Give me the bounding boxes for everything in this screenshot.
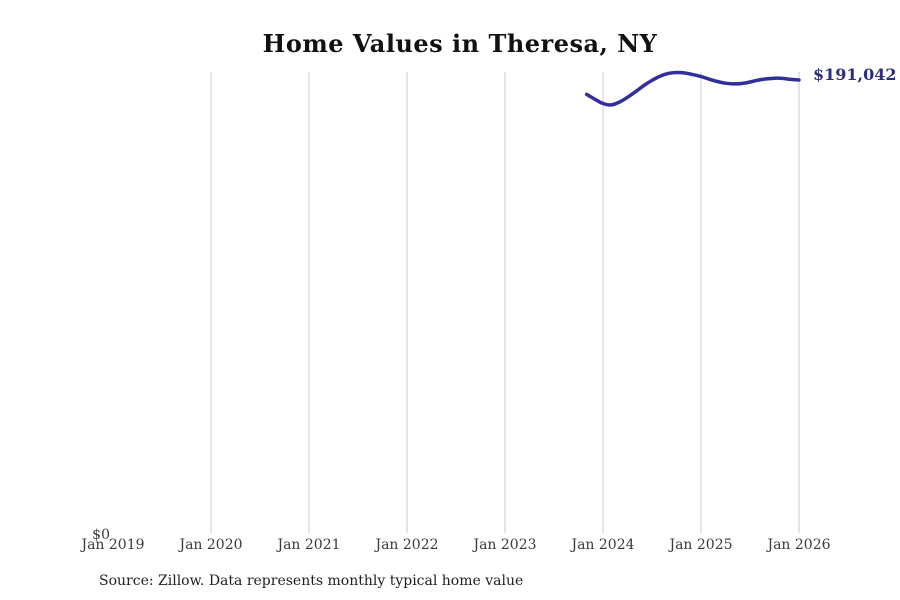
y-axis-zero-label: $0 bbox=[92, 527, 110, 543]
source-note: Source: Zillow. Data represents monthly … bbox=[99, 573, 524, 589]
x-tick-label: Jan 2019 bbox=[81, 537, 145, 553]
x-tick-label: Jan 2025 bbox=[669, 537, 733, 553]
home-value-line bbox=[584, 70, 801, 107]
chart-title: Home Values in Theresa, NY bbox=[262, 29, 658, 58]
gridlines bbox=[210, 72, 800, 533]
x-tick-label: Jan 2021 bbox=[277, 537, 341, 553]
latest-value-label: $191,042 bbox=[813, 65, 897, 84]
x-tick-label: Jan 2024 bbox=[571, 537, 635, 553]
x-tick-label: Jan 2020 bbox=[179, 537, 243, 553]
x-tick-label: Jan 2023 bbox=[473, 537, 537, 553]
x-tick-label: Jan 2022 bbox=[375, 537, 439, 553]
x-tick-label: Jan 2026 bbox=[767, 537, 831, 553]
